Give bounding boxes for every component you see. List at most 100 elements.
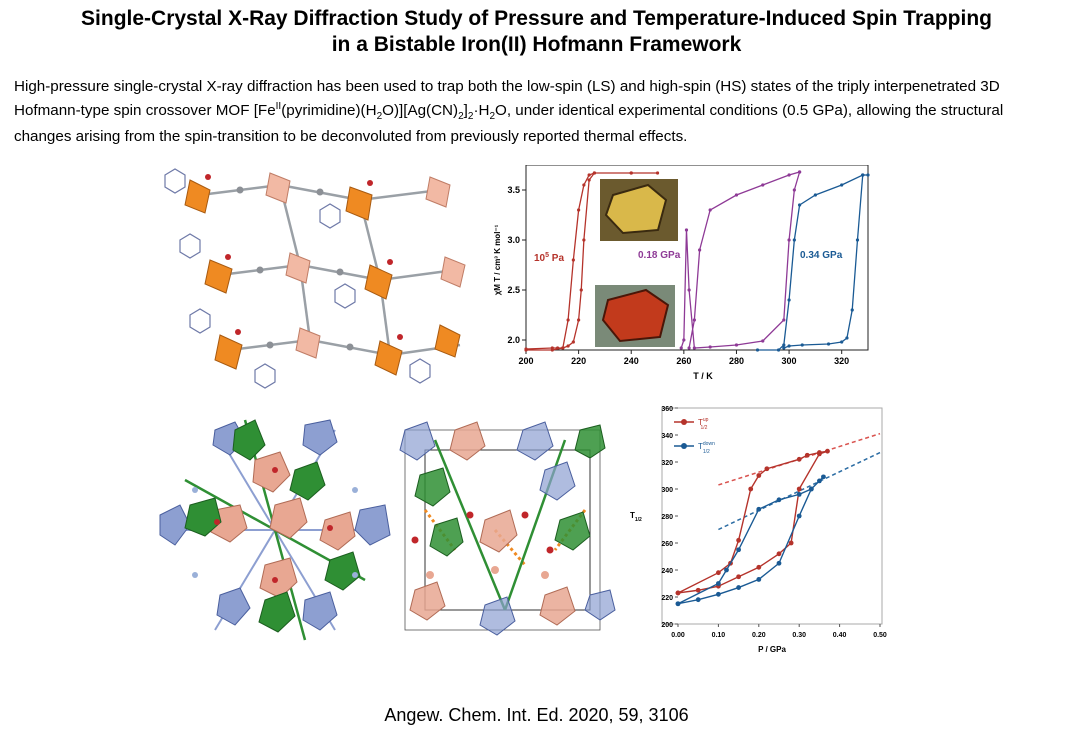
chart2-point bbox=[748, 486, 754, 492]
chart1-point bbox=[587, 178, 591, 182]
legend-marker-up bbox=[681, 419, 687, 425]
chart2-point bbox=[716, 570, 721, 576]
chart1-point bbox=[579, 288, 583, 292]
abstract-text: O)][Ag(CN) bbox=[382, 102, 459, 120]
chart2-xtick-label: 0.10 bbox=[712, 632, 726, 639]
chart1-point bbox=[787, 298, 791, 302]
chart2-ytick-label: 320 bbox=[661, 460, 673, 467]
chart1-point bbox=[855, 238, 860, 242]
chart1-point bbox=[524, 347, 528, 351]
chart2-xtick-label: 0.50 bbox=[873, 632, 887, 639]
chart1-point bbox=[682, 338, 686, 342]
chart1-xtick-label: 280 bbox=[729, 356, 744, 366]
chart1-point bbox=[792, 188, 796, 192]
chart2-ylabel: T1/2 bbox=[630, 511, 642, 523]
chart2-point bbox=[716, 591, 721, 597]
chart1-point bbox=[708, 345, 712, 349]
chart1-point bbox=[571, 258, 575, 262]
chart1-xtick-label: 260 bbox=[676, 356, 691, 366]
chart1-point bbox=[798, 203, 802, 207]
t12-vs-pressure-chart: 0.00 0.10 0.20 0.30 0.40 0.50 200 220 240 260 280 3… bbox=[630, 406, 887, 654]
chart2-ytick-label: 360 bbox=[661, 406, 673, 413]
chart1-xtick-label: 240 bbox=[624, 356, 639, 366]
title-line-1: Single-Crystal X-Ray Diffraction Study o… bbox=[81, 7, 992, 30]
chart1-point bbox=[692, 346, 696, 350]
chart1-point bbox=[866, 173, 870, 177]
chart1-point bbox=[555, 346, 560, 350]
crystal-photo-red bbox=[595, 285, 675, 347]
chart2-point bbox=[796, 513, 802, 519]
chart1-point bbox=[684, 228, 689, 232]
legend-label-down: Tdown 1/2 bbox=[698, 441, 715, 455]
chart1-point bbox=[734, 193, 739, 197]
chart1-point bbox=[692, 318, 696, 322]
chart1-point bbox=[566, 344, 570, 348]
chart1-point bbox=[655, 171, 660, 175]
chart2-point bbox=[695, 587, 701, 593]
chart1-point bbox=[850, 308, 854, 312]
chart1-xtick-label: 300 bbox=[782, 356, 797, 366]
abstract-sub: 2 bbox=[467, 111, 474, 123]
chart2-point bbox=[736, 585, 741, 590]
chart1-xtick-label: 200 bbox=[518, 356, 533, 366]
chart1-point bbox=[782, 318, 786, 322]
chart1-point bbox=[587, 173, 591, 177]
abstract-sup: II bbox=[275, 101, 282, 112]
chart2-point bbox=[825, 448, 830, 454]
chart1-point bbox=[679, 346, 683, 350]
chart2-point bbox=[736, 574, 741, 580]
chart2-point bbox=[796, 492, 802, 497]
chart1-point bbox=[840, 183, 844, 187]
chart2-point bbox=[821, 474, 826, 480]
annotation-034-gpa: 0.34 GPa bbox=[800, 250, 843, 261]
abstract-text: ·H bbox=[473, 102, 490, 120]
chart2-xtick-label: 0.30 bbox=[792, 632, 806, 639]
abstract-text: High-pressure single-crystal X-ray diffr… bbox=[14, 78, 1000, 120]
chart2-point bbox=[695, 597, 701, 603]
chart1-point bbox=[734, 343, 739, 347]
chart2-point bbox=[776, 560, 782, 566]
annotation-1e5-pa: 105 Pa bbox=[534, 252, 564, 264]
chart2-point bbox=[796, 486, 802, 492]
chart1-ytick-label: 3.0 bbox=[507, 235, 520, 245]
chart2-point bbox=[764, 466, 770, 472]
chart1-point bbox=[761, 339, 765, 343]
chart1-point bbox=[798, 170, 802, 174]
chart1-point bbox=[698, 248, 702, 252]
chart2-point bbox=[776, 551, 782, 557]
chart1-xtick-label: 320 bbox=[834, 356, 849, 366]
annotation-018-gpa: 0.18 GPa bbox=[638, 250, 681, 261]
chart1-point bbox=[813, 193, 817, 197]
chart1-ytick-label: 2.0 bbox=[507, 335, 520, 345]
chart1-xtick-label: 220 bbox=[571, 356, 586, 366]
chart2-ytick-label: 200 bbox=[661, 622, 673, 629]
chart2-point bbox=[796, 456, 802, 462]
chart2-series-line bbox=[677, 476, 824, 605]
chart1-point bbox=[787, 173, 791, 177]
chart2-point bbox=[817, 478, 822, 484]
chart2-point bbox=[736, 537, 741, 543]
chart2-point bbox=[756, 564, 762, 570]
chart1-point bbox=[571, 340, 575, 344]
chart1-point bbox=[792, 238, 796, 242]
paper-title: Single-Crystal X-Ray Diffraction Study o… bbox=[0, 6, 1073, 58]
chart2-point bbox=[804, 452, 810, 458]
chart2-point bbox=[724, 567, 729, 573]
chart2-point bbox=[736, 547, 741, 553]
chart1-xlabel: T / K bbox=[693, 371, 713, 381]
citation: Angew. Chem. Int. Ed. 2020, 59, 3106 bbox=[384, 705, 689, 725]
chart2-ytick-label: 260 bbox=[661, 541, 673, 548]
chart1-point bbox=[787, 344, 791, 348]
chart2-point bbox=[817, 451, 822, 457]
chart1-ytick-label: 3.5 bbox=[507, 185, 520, 195]
abstract-text: (pyrimidine)(H bbox=[281, 102, 377, 120]
chart2-point bbox=[716, 581, 721, 586]
chart2-point bbox=[675, 590, 681, 596]
chart2-xtick-label: 0.00 bbox=[671, 632, 685, 639]
chart2-ytick-label: 280 bbox=[661, 514, 673, 521]
structure-bottom-mid-image bbox=[399, 421, 616, 636]
chart1-point bbox=[629, 171, 633, 175]
chart1-point bbox=[755, 348, 760, 352]
chart1-point bbox=[582, 183, 586, 187]
chart1-point bbox=[708, 208, 712, 212]
